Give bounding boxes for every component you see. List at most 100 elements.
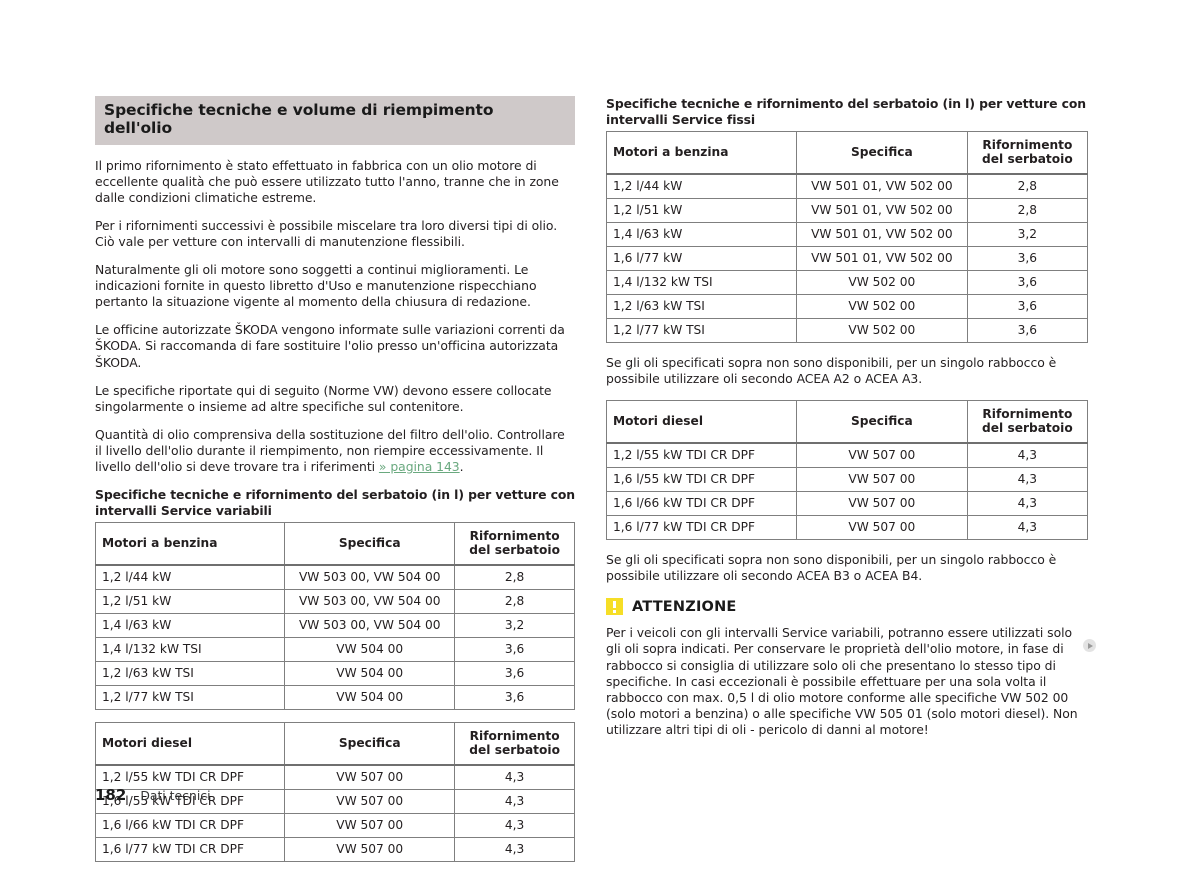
table-header-row: Motori diesel Specifica Rifornimento del… — [94, 722, 575, 767]
petrol-alternative-oils-note: Se gli oli specificati sopra non sono di… — [606, 355, 1057, 387]
column-header-spec: Specifica — [284, 522, 456, 567]
column-header-engine: Motori a benzina — [606, 131, 797, 175]
intro-paragraph-4: Le officine autorizzate ŠKODA vengono in… — [95, 322, 565, 370]
cell-capacity: 2,8 — [454, 564, 575, 591]
page-footer: 182 Dati tecnici — [95, 786, 211, 804]
cell-spec: VW 507 00 — [284, 764, 456, 791]
cross-reference-link[interactable]: » pagina 143 — [378, 459, 460, 475]
table-row: 1,2 l/77 kW TSI VW 504 00 3,6 — [94, 685, 575, 711]
cell-capacity: 3,6 — [454, 661, 575, 687]
cell-capacity: 3,6 — [454, 637, 575, 663]
cell-engine: 1,2 l/44 kW — [94, 564, 286, 591]
column-header-capacity: Rifornimento del serbatoio — [966, 400, 1089, 445]
cell-capacity: 3,6 — [966, 294, 1089, 319]
oil-quantity-text: Quantità di olio comprensiva della sosti… — [95, 426, 565, 475]
cell-engine: 1,6 l/77 kW TDI CR DPF — [94, 837, 286, 863]
cell-capacity: 2,8 — [966, 173, 1089, 199]
warning-box: ATTENZIONE Per i veicoli con gli interva… — [606, 598, 1088, 738]
cell-capacity: 3,6 — [966, 246, 1089, 271]
right-column: Specifiche tecniche e rifornimento del s… — [606, 96, 1089, 738]
cell-capacity: 4,3 — [966, 491, 1089, 517]
table-row: 1,6 l/77 kW VW 501 01, VW 502 00 3,6 — [606, 246, 1089, 271]
warning-title: ATTENZIONE — [632, 598, 737, 615]
table-header-row: Motori diesel Specifica Rifornimento del… — [606, 400, 1089, 445]
cell-engine: 1,6 l/66 kW TDI CR DPF — [606, 491, 797, 517]
footer-section-name: Dati tecnici — [140, 788, 211, 803]
table-row: 1,4 l/63 kW VW 503 00, VW 504 00 3,2 — [94, 613, 575, 639]
column-header-spec: Specifica — [284, 722, 456, 767]
intro-paragraph-3: Naturalmente gli oli motore sono soggett… — [95, 262, 537, 310]
cell-spec: VW 507 00 — [795, 467, 968, 493]
cell-engine: 1,2 l/44 kW — [606, 173, 797, 199]
cell-engine: 1,2 l/77 kW TSI — [606, 318, 797, 343]
warning-exclamation-icon — [606, 598, 623, 616]
column-header-engine: Motori a benzina — [94, 522, 286, 567]
table-row: 1,2 l/77 kW TSI VW 502 00 3,6 — [606, 318, 1089, 343]
cell-engine: 1,4 l/132 kW TSI — [94, 637, 286, 663]
cell-spec: VW 507 00 — [284, 837, 456, 863]
cell-capacity: 3,6 — [966, 270, 1089, 295]
table-row: 1,2 l/63 kW TSI VW 504 00 3,6 — [94, 661, 575, 687]
cell-capacity: 4,3 — [966, 442, 1089, 469]
cell-engine: 1,2 l/51 kW — [94, 589, 286, 615]
warning-header: ATTENZIONE — [606, 598, 1088, 616]
fixed-service-petrol-table: Motori a benzina Specifica Rifornimento … — [606, 131, 1089, 343]
cell-capacity: 4,3 — [454, 789, 575, 815]
cell-engine: 1,2 l/55 kW TDI CR DPF — [606, 442, 797, 469]
cell-engine: 1,2 l/77 kW TSI — [94, 685, 286, 711]
column-header-capacity: Rifornimento del serbatoio — [966, 131, 1089, 175]
table-row: 1,2 l/51 kW VW 501 01, VW 502 00 2,8 — [606, 198, 1089, 223]
cell-spec: VW 504 00 — [284, 637, 456, 663]
table-header-row: Motori a benzina Specifica Rifornimento … — [606, 131, 1089, 175]
cell-engine: 1,2 l/63 kW TSI — [606, 294, 797, 319]
cell-spec: VW 501 01, VW 502 00 — [795, 246, 968, 271]
intro-paragraph-5: Le specifiche riportate qui di seguito (… — [95, 382, 552, 414]
cell-spec: VW 507 00 — [795, 442, 968, 469]
cell-spec: VW 507 00 — [284, 789, 456, 815]
table-row: 1,6 l/55 kW TDI CR DPF VW 507 00 4,3 — [606, 467, 1089, 493]
cell-spec: VW 507 00 — [284, 813, 456, 839]
cell-engine: 1,2 l/51 kW — [606, 198, 797, 223]
table-row: 1,4 l/132 kW TSI VW 502 00 3,6 — [606, 270, 1089, 295]
table-row: 1,2 l/44 kW VW 501 01, VW 502 00 2,8 — [606, 173, 1089, 199]
cell-engine: 1,2 l/55 kW TDI CR DPF — [94, 764, 286, 791]
cell-spec: VW 502 00 — [795, 294, 968, 319]
cell-engine: 1,4 l/63 kW — [606, 222, 797, 247]
cell-capacity: 4,3 — [454, 813, 575, 839]
cell-capacity: 2,8 — [454, 589, 575, 615]
cell-engine: 1,4 l/63 kW — [94, 613, 286, 639]
column-header-capacity: Rifornimento del serbatoio — [454, 722, 575, 767]
cell-spec: VW 503 00, VW 504 00 — [284, 613, 456, 639]
cell-spec: VW 501 01, VW 502 00 — [795, 222, 968, 247]
variable-service-petrol-table: Motori a benzina Specifica Rifornimento … — [94, 522, 575, 711]
cell-capacity: 4,3 — [454, 837, 575, 863]
cell-spec: VW 507 00 — [795, 515, 968, 541]
cell-spec: VW 501 01, VW 502 00 — [795, 198, 968, 223]
cell-capacity: 3,6 — [966, 318, 1089, 343]
cell-engine: 1,6 l/77 kW TDI CR DPF — [606, 515, 797, 541]
table-row: 1,2 l/44 kW VW 503 00, VW 504 00 2,8 — [94, 564, 575, 591]
variable-service-table-caption: Specifiche tecniche e rifornimento del s… — [95, 487, 575, 518]
cell-engine: 1,4 l/132 kW TSI — [606, 270, 797, 295]
column-header-capacity: Rifornimento del serbatoio — [454, 522, 575, 567]
table-header-row: Motori a benzina Specifica Rifornimento … — [94, 522, 575, 567]
cell-capacity: 3,2 — [966, 222, 1089, 247]
cell-capacity: 3,6 — [454, 685, 575, 711]
column-header-spec: Specifica — [795, 400, 968, 445]
cell-capacity: 4,3 — [454, 764, 575, 791]
table-row: 1,2 l/55 kW TDI CR DPF VW 507 00 4,3 — [606, 442, 1089, 469]
cell-spec: VW 507 00 — [795, 491, 968, 517]
table-row: 1,2 l/51 kW VW 503 00, VW 504 00 2,8 — [94, 589, 575, 615]
diesel-alternative-oils-note: Se gli oli specificati sopra non sono di… — [606, 552, 1057, 584]
play-arrow-icon[interactable] — [1083, 639, 1096, 652]
table-row: 1,6 l/66 kW TDI CR DPF VW 507 00 4,3 — [606, 491, 1089, 517]
column-header-engine: Motori diesel — [94, 722, 286, 767]
oil-quantity-paragraph: Quantità di olio comprensiva della sosti… — [95, 427, 575, 475]
fixed-service-diesel-table: Motori diesel Specifica Rifornimento del… — [606, 400, 1089, 541]
variable-service-diesel-table: Motori diesel Specifica Rifornimento del… — [94, 722, 575, 863]
cell-engine: 1,6 l/66 kW TDI CR DPF — [94, 813, 286, 839]
cell-spec: VW 502 00 — [795, 318, 968, 343]
cell-spec: VW 503 00, VW 504 00 — [284, 589, 456, 615]
intro-paragraph-2: Per i rifornimenti successivi è possibil… — [95, 217, 558, 249]
